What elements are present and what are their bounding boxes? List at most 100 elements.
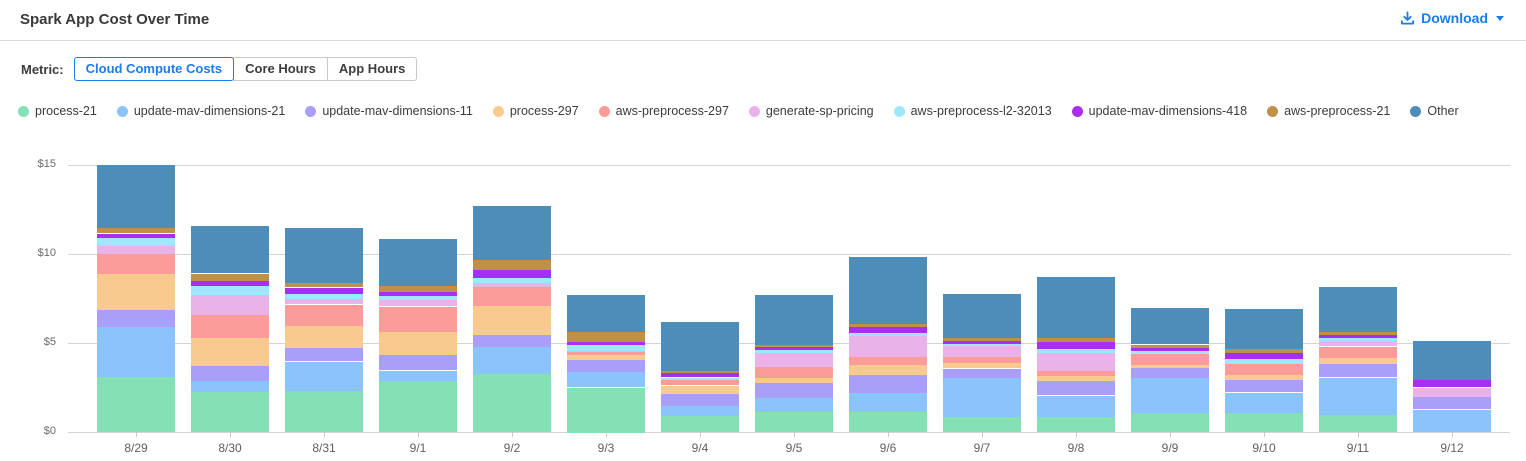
bar-segment-update-mav-dimensions-11[interactable] [567, 360, 645, 372]
metric-option-core-hours[interactable]: Core Hours [233, 57, 328, 81]
bar-segment-update-mav-dimensions-11[interactable] [1225, 380, 1303, 392]
bar-segment-update-mav-dimensions-11[interactable] [473, 335, 551, 347]
bar-segment-update-mav-dimensions-11[interactable] [1319, 364, 1397, 377]
legend-item-update-mav-dimensions-11[interactable]: update-mav-dimensions-11 [305, 104, 473, 118]
bar-segment-aws-preprocess-297[interactable] [755, 367, 833, 378]
bar-segment-aws-preprocess-297[interactable] [1037, 371, 1115, 376]
bar-segment-aws-preprocess-297[interactable] [943, 356, 1021, 363]
bar-segment-Other[interactable] [849, 257, 927, 324]
bar-segment-generate-sp-pricing[interactable] [191, 295, 269, 315]
bar-segment-aws-preprocess-21[interactable] [661, 371, 739, 373]
bar-segment-Other[interactable] [1319, 287, 1397, 332]
bar-segment-update-mav-dimensions-21[interactable] [1319, 378, 1397, 415]
legend-item-generate-sp-pricing[interactable]: generate-sp-pricing [748, 104, 874, 118]
bar-segment-process-297[interactable] [1319, 357, 1397, 364]
legend-item-Other[interactable]: Other [1410, 104, 1459, 118]
bar-segment-aws-preprocess-l2-32013[interactable] [1131, 351, 1209, 354]
bar-segment-aws-preprocess-297[interactable] [1131, 354, 1209, 365]
bar-segment-aws-preprocess-21[interactable] [1131, 345, 1209, 348]
bar-segment-aws-preprocess-l2-32013[interactable] [661, 378, 739, 380]
bar-segment-update-mav-dimensions-21[interactable] [379, 371, 457, 381]
bar-segment-aws-preprocess-l2-32013[interactable] [285, 294, 363, 299]
bar-segment-process-21[interactable] [567, 388, 645, 433]
bar-segment-aws-preprocess-l2-32013[interactable] [567, 345, 645, 351]
bar-segment-update-mav-dimensions-11[interactable] [1131, 368, 1209, 378]
bar-segment-update-mav-dimensions-418[interactable] [473, 270, 551, 278]
bar-segment-update-mav-dimensions-21[interactable] [661, 405, 739, 416]
bar-segment-aws-preprocess-297[interactable] [379, 307, 457, 332]
bar-segment-update-mav-dimensions-11[interactable] [943, 369, 1021, 378]
bar-segment-update-mav-dimensions-21[interactable] [943, 378, 1021, 417]
bar-segment-update-mav-dimensions-21[interactable] [473, 347, 551, 374]
bar-segment-update-mav-dimensions-418[interactable] [849, 327, 927, 333]
bar-segment-process-297[interactable] [661, 386, 739, 394]
bar-segment-process-21[interactable] [849, 412, 927, 432]
bar-segment-aws-preprocess-l2-32013[interactable] [473, 278, 551, 283]
bar-segment-process-21[interactable] [1319, 415, 1397, 432]
bar-segment-generate-sp-pricing[interactable] [285, 299, 363, 304]
bar-segment-Other[interactable] [1413, 341, 1491, 380]
bar-segment-aws-preprocess-21[interactable] [285, 283, 363, 287]
bar-segment-process-21[interactable] [379, 380, 457, 432]
bar-segment-process-21[interactable] [191, 392, 269, 432]
bar-segment-generate-sp-pricing[interactable] [97, 246, 175, 254]
bar-segment-update-mav-dimensions-11[interactable] [755, 383, 833, 398]
bar-segment-update-mav-dimensions-11[interactable] [191, 365, 269, 381]
bar-segment-aws-preprocess-297[interactable] [849, 357, 927, 365]
bar-segment-update-mav-dimensions-11[interactable] [849, 375, 927, 393]
bar-segment-aws-preprocess-21[interactable] [849, 323, 927, 327]
bar-segment-process-21[interactable] [1225, 413, 1303, 432]
bar-segment-update-mav-dimensions-21[interactable] [285, 362, 363, 391]
bar-segment-update-mav-dimensions-11[interactable] [1413, 396, 1491, 409]
legend-item-aws-preprocess-21[interactable]: aws-preprocess-21 [1267, 104, 1390, 118]
bar-segment-Other[interactable] [755, 295, 833, 345]
bar-segment-update-mav-dimensions-21[interactable] [567, 372, 645, 387]
bar-segment-aws-preprocess-21[interactable] [567, 332, 645, 342]
bar-segment-generate-sp-pricing[interactable] [849, 336, 927, 357]
legend-item-aws-preprocess-297[interactable]: aws-preprocess-297 [598, 104, 729, 118]
bar-segment-Other[interactable] [1037, 277, 1115, 338]
legend-item-aws-preprocess-l2-32013[interactable]: aws-preprocess-l2-32013 [893, 104, 1052, 118]
bar-segment-process-297[interactable] [379, 331, 457, 355]
bar-segment-generate-sp-pricing[interactable] [1413, 388, 1491, 397]
bar-segment-process-297[interactable] [1037, 376, 1115, 381]
bar-segment-generate-sp-pricing[interactable] [1037, 353, 1115, 371]
bar-segment-generate-sp-pricing[interactable] [473, 283, 551, 287]
bar-segment-process-297[interactable] [97, 274, 175, 310]
legend-item-update-mav-dimensions-21[interactable]: update-mav-dimensions-21 [116, 104, 285, 118]
bar-segment-update-mav-dimensions-11[interactable] [1037, 381, 1115, 395]
bar-segment-aws-preprocess-21[interactable] [379, 286, 457, 292]
bar-segment-process-21[interactable] [1037, 417, 1115, 432]
bar-segment-update-mav-dimensions-418[interactable] [1413, 380, 1491, 387]
bar-segment-process-297[interactable] [755, 378, 833, 383]
bar-segment-update-mav-dimensions-21[interactable] [191, 381, 269, 392]
bar-segment-process-297[interactable] [1225, 375, 1303, 380]
bar-segment-generate-sp-pricing[interactable] [379, 299, 457, 306]
bar-segment-Other[interactable] [1131, 308, 1209, 344]
bar-segment-update-mav-dimensions-418[interactable] [1131, 348, 1209, 351]
bar-segment-update-mav-dimensions-418[interactable] [191, 281, 269, 286]
bar-segment-process-21[interactable] [661, 416, 739, 432]
metric-option-cloud-compute-costs[interactable]: Cloud Compute Costs [73, 57, 235, 81]
bar-segment-generate-sp-pricing[interactable] [755, 353, 833, 367]
bar-segment-process-21[interactable] [755, 412, 833, 432]
bar-segment-aws-preprocess-l2-32013[interactable] [943, 344, 1021, 346]
bar-segment-update-mav-dimensions-418[interactable] [1319, 335, 1397, 338]
bar-segment-Other[interactable] [97, 165, 175, 228]
bar-segment-generate-sp-pricing[interactable] [1319, 341, 1397, 346]
bar-segment-update-mav-dimensions-21[interactable] [97, 327, 175, 377]
bar-segment-aws-preprocess-l2-32013[interactable] [1319, 338, 1397, 341]
bar-segment-update-mav-dimensions-418[interactable] [379, 292, 457, 296]
bar-segment-update-mav-dimensions-21[interactable] [755, 398, 833, 412]
bar-segment-aws-preprocess-l2-32013[interactable] [1037, 349, 1115, 353]
bar-segment-generate-sp-pricing[interactable] [567, 351, 645, 352]
bar-segment-update-mav-dimensions-21[interactable] [1037, 396, 1115, 417]
bar-segment-generate-sp-pricing[interactable] [943, 346, 1021, 357]
bar-segment-Other[interactable] [379, 239, 457, 286]
bar-segment-aws-preprocess-l2-32013[interactable] [755, 350, 833, 353]
bar-segment-update-mav-dimensions-11[interactable] [661, 394, 739, 406]
bar-segment-process-297[interactable] [1131, 364, 1209, 368]
bar-segment-aws-preprocess-297[interactable] [191, 315, 269, 338]
bar-segment-Other[interactable] [943, 294, 1021, 338]
bar-segment-update-mav-dimensions-11[interactable] [97, 310, 175, 327]
